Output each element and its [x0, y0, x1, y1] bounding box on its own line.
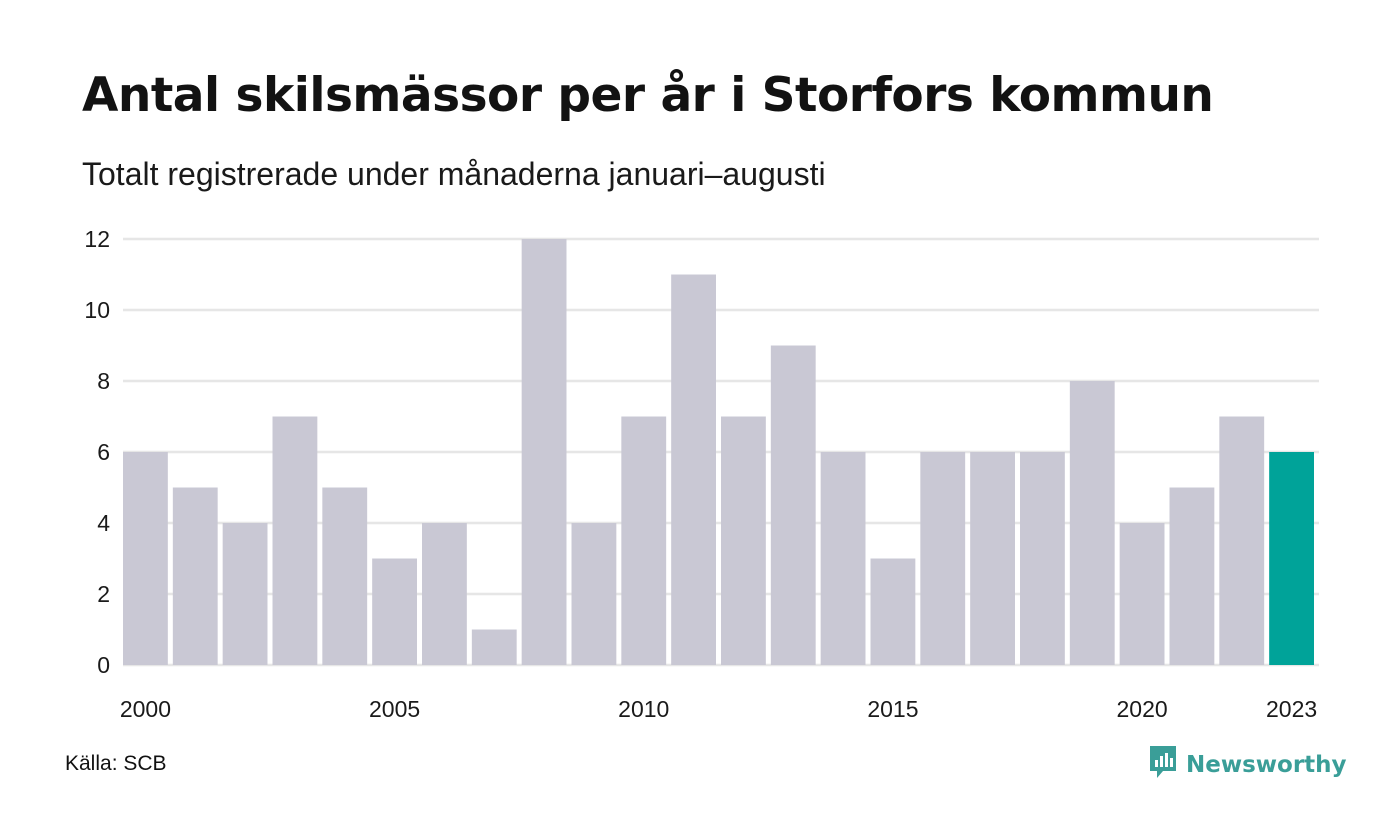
bar-2004	[322, 487, 368, 665]
y-tick-label: 0	[97, 652, 110, 678]
bar-2000	[123, 452, 168, 665]
brand-logo: Newsworthy	[1148, 744, 1347, 785]
y-tick-label: 8	[97, 368, 110, 394]
bar-2009	[571, 523, 617, 665]
bar-2016	[920, 452, 966, 665]
x-axis-ticks: 2000 2005 2010 2015 2020 2023	[120, 696, 1317, 722]
bar-2015	[870, 558, 916, 665]
bar-2008	[521, 239, 567, 665]
x-tick-label: 2023	[1266, 696, 1317, 722]
x-tick-label: 2010	[618, 696, 669, 722]
y-axis-ticks: 0 2 4 6 8 10 12	[84, 226, 110, 678]
x-tick-label: 2000	[120, 696, 171, 722]
bar-2001	[172, 487, 218, 665]
bar-chart: 0 2 4 6 8 10 12 2000 2005 2010 2015 2020 2023	[84, 226, 1319, 722]
y-tick-label: 6	[97, 439, 110, 465]
bar-2007	[471, 629, 517, 665]
bar-2012	[721, 416, 766, 665]
bar-2019	[1069, 381, 1115, 665]
bar-2006	[422, 523, 467, 665]
bar-2011	[671, 274, 716, 665]
source-note: Källa: SCB	[65, 752, 167, 775]
y-tick-label: 12	[84, 226, 110, 252]
bar-2020	[1119, 523, 1165, 665]
bar-2005	[372, 558, 417, 665]
y-tick-label: 4	[97, 510, 110, 536]
bar-2018	[1020, 452, 1065, 665]
bar-2002	[222, 523, 268, 665]
bar-2010	[621, 416, 667, 665]
bar-2022	[1219, 416, 1265, 665]
y-tick-label: 10	[84, 297, 110, 323]
brand-name: Newsworthy	[1186, 751, 1347, 778]
newsworthy-logo-icon	[1148, 744, 1178, 785]
x-tick-label: 2020	[1116, 696, 1167, 722]
y-tick-label: 2	[97, 581, 110, 607]
bar-2021	[1169, 487, 1215, 665]
bar-2023	[1269, 452, 1314, 665]
bar-2017	[970, 452, 1015, 665]
bars	[123, 239, 1314, 665]
x-tick-label: 2015	[867, 696, 918, 722]
bar-2013	[770, 345, 816, 665]
bar-2003	[272, 416, 318, 665]
x-tick-label: 2005	[369, 696, 420, 722]
bar-2014	[820, 452, 866, 665]
chart-subtitle: Totalt registrerade under månaderna janu…	[82, 156, 826, 192]
chart-title: Antal skilsmässor per år i Storfors komm…	[82, 68, 1214, 123]
